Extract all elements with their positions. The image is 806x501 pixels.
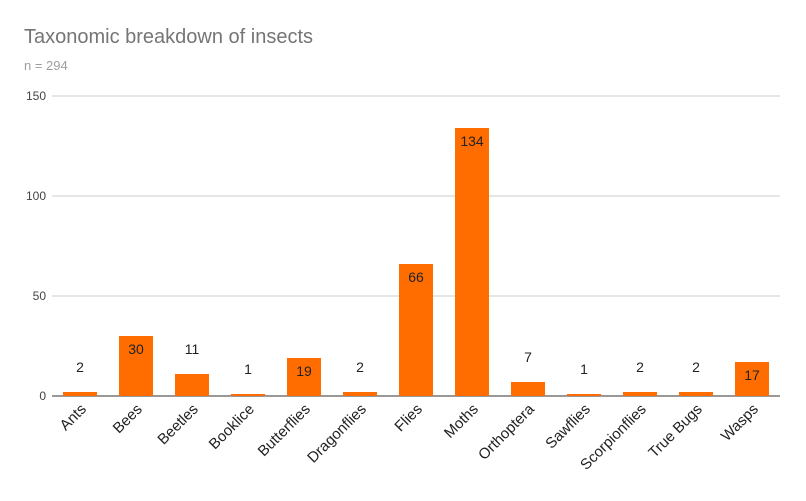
chart-subtitle: n = 294 (24, 58, 68, 73)
bar-scorpionflies[interactable] (623, 392, 657, 396)
data-label: 1 (580, 361, 588, 377)
y-tick-label: 150 (26, 89, 46, 103)
data-label: 66 (408, 269, 424, 285)
bar-sawflies[interactable] (567, 394, 601, 396)
chart-title: Taxonomic breakdown of insects (24, 26, 314, 48)
bar-beetles[interactable] (175, 374, 209, 396)
bar-moths[interactable] (455, 128, 489, 396)
y-tick-label: 100 (26, 189, 46, 203)
x-tick-label: Dragonflies (304, 401, 370, 467)
data-label: 1 (244, 361, 252, 377)
bar-wasps[interactable] (735, 362, 769, 396)
data-label: 11 (185, 341, 200, 357)
bar-true-bugs[interactable] (679, 392, 713, 396)
data-label: 19 (296, 363, 312, 379)
data-label: 30 (128, 341, 144, 357)
bar-ants[interactable] (63, 392, 97, 396)
x-tick-label: True Bugs (645, 401, 706, 462)
bar-flies[interactable] (399, 264, 433, 396)
data-label: 17 (744, 367, 760, 383)
y-tick-label: 0 (39, 389, 46, 403)
bar-booklice[interactable] (231, 394, 265, 396)
bar-dragonflies[interactable] (343, 392, 377, 396)
data-label: 2 (692, 359, 700, 375)
x-tick-label: Sawflies (542, 401, 594, 453)
data-label: 7 (524, 349, 532, 365)
data-label: 2 (636, 359, 644, 375)
x-tick-label: Wasps (718, 401, 762, 445)
bar-bees[interactable] (119, 336, 153, 396)
x-tick-label: Orthoptera (475, 400, 538, 463)
y-tick-label: 50 (33, 289, 47, 303)
data-label: 2 (356, 359, 364, 375)
x-tick-label: Butterflies (255, 401, 314, 460)
x-tick-label: Ants (57, 401, 90, 434)
data-label: 134 (460, 133, 484, 149)
x-tick-label: Moths (441, 401, 482, 442)
bar-butterflies[interactable] (287, 358, 321, 396)
x-tick-label: Bees (110, 401, 146, 437)
data-label: 2 (76, 359, 84, 375)
x-tick-label: Booklice (206, 401, 258, 453)
bar-orthoptera[interactable] (511, 382, 545, 396)
x-tick-label: Flies (391, 401, 425, 435)
x-tick-label: Beetles (154, 401, 201, 448)
